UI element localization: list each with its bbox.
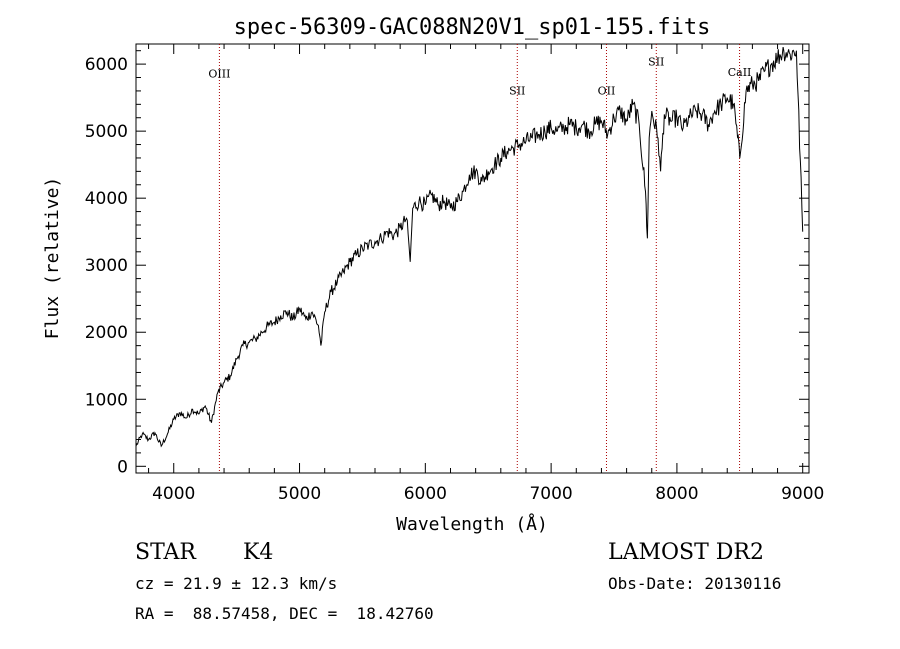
y-tick-label: 6000	[85, 55, 128, 75]
x-tick-label: 5000	[278, 484, 321, 504]
x-tick-label: 7000	[529, 484, 572, 504]
line-marker-label: CaII	[728, 66, 752, 79]
chart-title: spec-56309-GAC088N20V1_sp01-155.fits	[234, 15, 711, 40]
y-tick-label: 1000	[85, 390, 128, 410]
x-tick-label: 9000	[781, 484, 824, 504]
object-class: STAR	[135, 540, 196, 565]
x-tick-label: 6000	[404, 484, 447, 504]
axis-ticks: 4000 5000 6000 7000 8000 9000 0 1000 2000 3000 400…	[85, 44, 824, 504]
spectrum-line	[135, 47, 804, 448]
survey-name: LAMOST DR2	[608, 540, 764, 565]
emission-line-markers: OIII SII OII SII CaII	[208, 44, 751, 473]
spectrum-plot: spec-56309-GAC088N20V1_sp01-155.fits OII…	[42, 15, 824, 535]
y-tick-label: 0	[117, 457, 128, 477]
y-tick-label: 3000	[85, 256, 128, 276]
coordinates-readout: RA = 88.57458, DEC = 18.42760	[135, 604, 434, 623]
line-marker-label: OIII	[208, 68, 230, 81]
y-axis-label: Flux (relative)	[42, 177, 63, 340]
spectral-subclass: K4	[243, 540, 274, 565]
y-tick-label: 2000	[85, 323, 128, 343]
x-axis-label: Wavelength (Å)	[396, 513, 548, 535]
x-tick-label: 4000	[152, 484, 195, 504]
y-tick-label: 4000	[85, 189, 128, 209]
line-marker-label: SII	[509, 84, 525, 97]
plot-border	[135, 43, 810, 474]
line-marker-label: SII	[648, 55, 664, 68]
x-tick-label: 8000	[655, 484, 698, 504]
line-marker-label: OII	[598, 84, 616, 97]
plot-frame	[135, 43, 810, 474]
y-tick-label: 5000	[85, 122, 128, 142]
velocity-readout: cz = 21.9 ± 12.3 km/s	[135, 574, 338, 593]
observation-date: Obs-Date: 20130116	[608, 574, 782, 593]
